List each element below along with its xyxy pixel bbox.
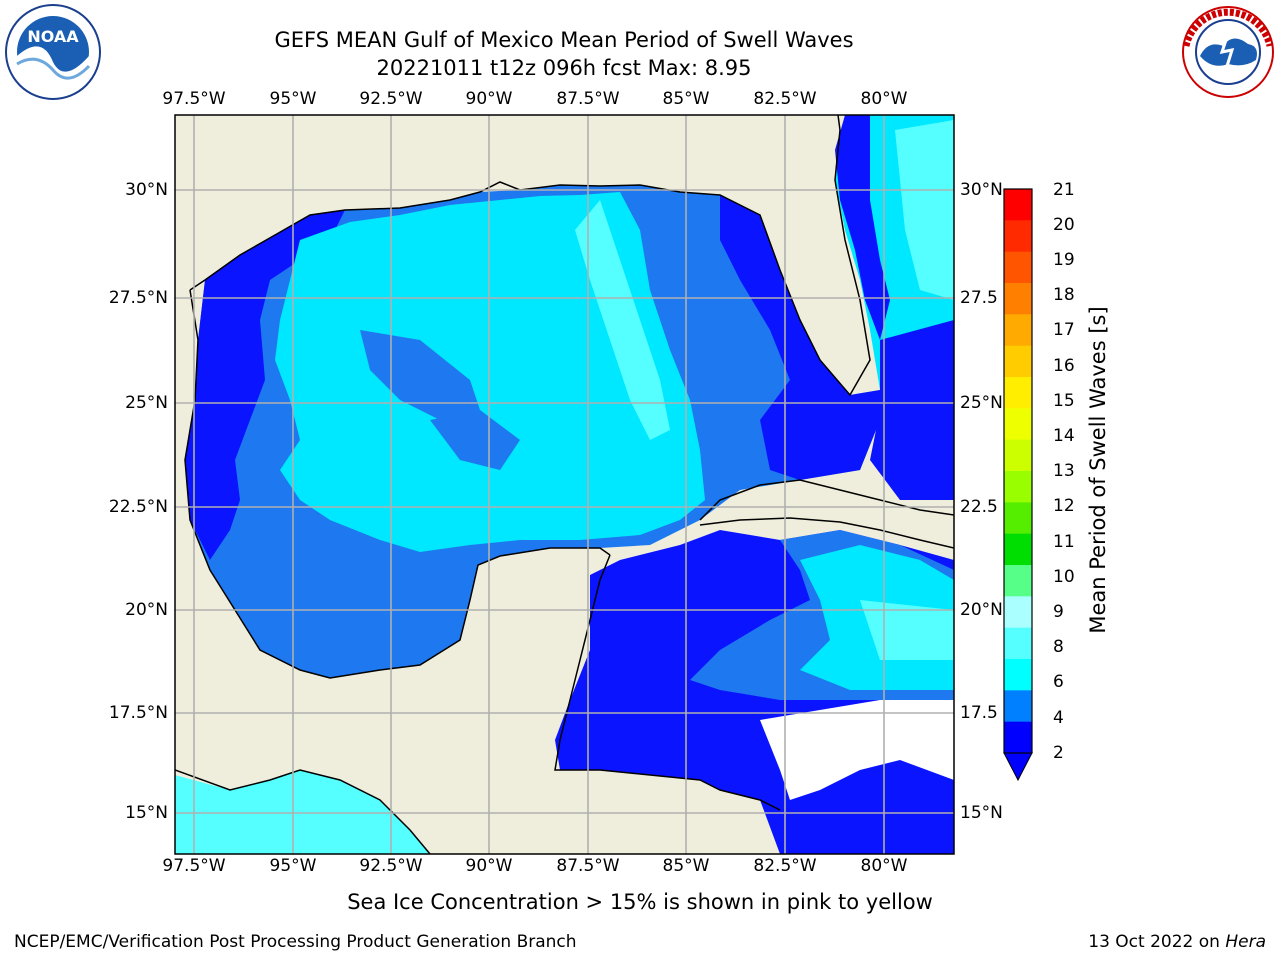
lat-label-right: 22.5 — [960, 497, 998, 517]
colorbar-tick: 9 — [1053, 602, 1064, 622]
colorbar-swatch — [1004, 565, 1032, 597]
chart-title: GEFS MEAN Gulf of Mexico Mean Period of … — [274, 28, 854, 52]
colorbar-tick: 2 — [1053, 743, 1064, 763]
lon-label-bottom: 80°W — [860, 856, 908, 876]
lat-label-right: 27.5 — [960, 288, 998, 308]
lon-label-top: 92.5°W — [359, 89, 423, 109]
colorbar-swatch — [1004, 596, 1032, 629]
colorbar-swatch — [1004, 690, 1032, 723]
colorbar-tick: 12 — [1053, 496, 1075, 516]
noaa-logo: NOAA — [5, 4, 101, 100]
lat-label-left: 27.5°N — [108, 288, 168, 308]
map-gridlines — [175, 115, 954, 854]
colorbar-swatch — [1004, 533, 1032, 566]
lon-label-top: 95°W — [269, 89, 317, 109]
no-data-patch — [760, 700, 954, 800]
colorbar-swatch — [1004, 314, 1032, 347]
lat-label-right: 17.5 — [960, 703, 998, 723]
colorbar-label: Mean Period of Swell Waves [s] — [1086, 306, 1110, 634]
colorbar-tick: 18 — [1053, 285, 1075, 305]
colorbar-tick: 6 — [1053, 672, 1064, 692]
colorbar-tick: 4 — [1053, 708, 1064, 728]
lat-label-left: 30°N — [125, 180, 168, 200]
colorbar-frame — [1003, 188, 1033, 754]
coastline — [175, 115, 954, 854]
lon-label-bottom: 90°W — [465, 856, 513, 876]
lon-label-bottom: 97.5°W — [162, 856, 226, 876]
gulf-light-cyan — [575, 200, 670, 440]
host-name: Hera — [1225, 932, 1266, 952]
lon-label-top: 85°W — [662, 89, 710, 109]
lon-label-top: 90°W — [465, 89, 513, 109]
colorbar-tick: 16 — [1053, 356, 1075, 376]
lat-label-right: 15°N — [960, 803, 1003, 823]
lon-label-bottom: 95°W — [269, 856, 317, 876]
colorbar-swatch — [1004, 408, 1032, 441]
colorbar-swatch — [1004, 659, 1032, 691]
colorbar-swatch — [1004, 502, 1032, 535]
pacific-water — [175, 770, 430, 854]
colorbar-tick: 21 — [1053, 180, 1075, 200]
colorbar-tick: 11 — [1053, 532, 1075, 552]
colorbar-swatch — [1004, 439, 1032, 472]
sea-ice-note: Sea Ice Concentration > 15% is shown in … — [347, 890, 933, 914]
colorbar-swatch — [1004, 251, 1032, 284]
lat-label-left: 20°N — [125, 600, 168, 620]
date-stamp: 13 Oct 2022 on Hera — [1088, 932, 1266, 952]
nws-logo — [1182, 6, 1274, 98]
colorbar-swatch — [1004, 627, 1032, 660]
colorbar-tick: 14 — [1053, 426, 1075, 446]
colorbar-swatch — [1004, 377, 1032, 409]
colorbar — [1003, 188, 1033, 782]
colorbar-swatch — [1004, 220, 1032, 253]
colorbar-tick: 8 — [1053, 637, 1064, 657]
map-frame — [174, 114, 955, 855]
colorbar-tick: 10 — [1053, 567, 1075, 587]
lat-label-right: 20°N — [960, 600, 1003, 620]
lon-label-top: 87.5°W — [556, 89, 620, 109]
lon-label-top: 82.5°W — [753, 89, 817, 109]
date-text: 13 Oct 2022 on — [1088, 932, 1226, 952]
colorbar-swatch — [1004, 345, 1032, 378]
colorbar-tick: 13 — [1053, 461, 1075, 481]
lon-label-top: 80°W — [860, 89, 908, 109]
lon-label-bottom: 92.5°W — [359, 856, 423, 876]
colorbar-extend-arrow — [1003, 752, 1033, 782]
lat-label-left: 25°N — [125, 393, 168, 413]
lat-label-right: 25°N — [960, 393, 1003, 413]
colorbar-tick: 19 — [1053, 250, 1075, 270]
lat-label-left: 15°N — [125, 803, 168, 823]
gulf-blue-islands — [360, 330, 480, 420]
colorbar-swatch — [1004, 189, 1032, 221]
lat-label-left: 22.5°N — [108, 497, 168, 517]
lon-label-top: 97.5°W — [162, 89, 226, 109]
lat-label-left: 17.5°N — [108, 703, 168, 723]
colorbar-swatch — [1004, 283, 1032, 315]
svg-text:NOAA: NOAA — [27, 27, 79, 46]
lon-label-bottom: 82.5°W — [753, 856, 817, 876]
colorbar-tick: 15 — [1053, 391, 1075, 411]
colorbar-tick: 17 — [1053, 320, 1075, 340]
credit-text: NCEP/EMC/Verification Post Processing Pr… — [14, 932, 577, 952]
chart-subtitle: 20221011 t12z 096h fcst Max: 8.95 — [376, 56, 752, 80]
lon-label-bottom: 85°W — [662, 856, 710, 876]
colorbar-tick: 20 — [1053, 215, 1075, 235]
lon-label-bottom: 87.5°W — [556, 856, 620, 876]
colorbar-swatch — [1004, 471, 1032, 503]
lat-label-right: 30°N — [960, 180, 1003, 200]
gulf-deep-blue-east — [720, 195, 880, 480]
colorbar-swatch — [1004, 721, 1032, 754]
